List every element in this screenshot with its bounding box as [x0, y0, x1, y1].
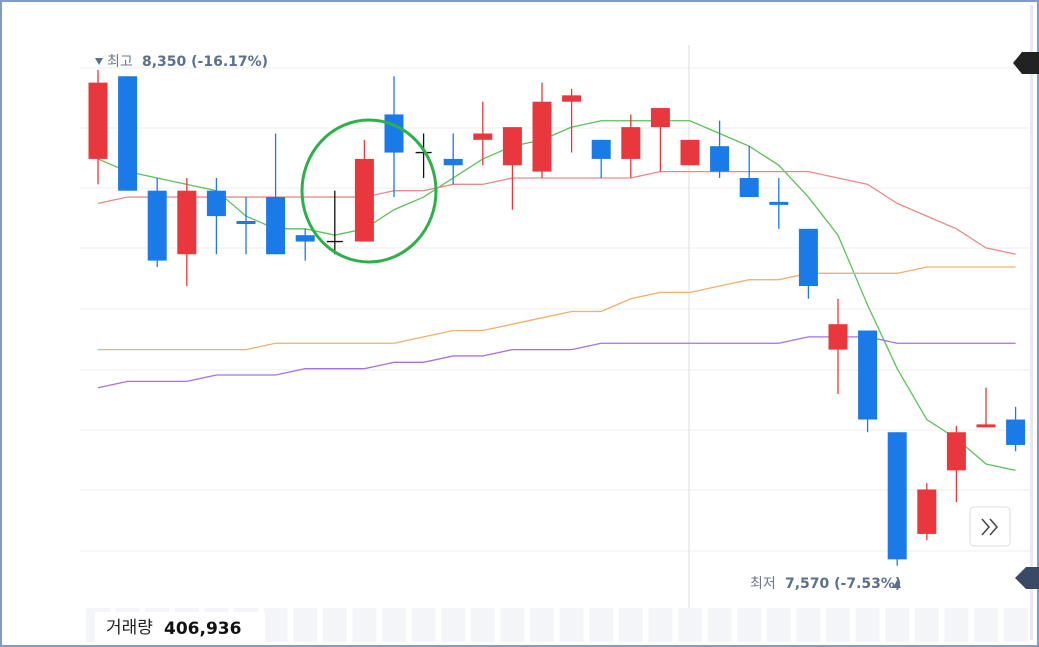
volume-slot [974, 608, 998, 642]
right-edge [1030, 5, 1033, 640]
candle-body [118, 76, 138, 191]
volume-slot [944, 608, 969, 642]
price-tag-top [1013, 52, 1039, 74]
candle-body [354, 158, 374, 242]
candle-body [887, 432, 907, 560]
volume-label: 거래량 [106, 618, 153, 638]
volume-slot [352, 608, 377, 642]
candle-body [858, 330, 878, 420]
candle-body [562, 95, 582, 102]
highlight-circle [300, 118, 438, 264]
candle-body [177, 190, 197, 255]
candle-body [828, 324, 848, 350]
scroll-button[interactable] [969, 506, 1011, 547]
candle-body [1006, 419, 1026, 445]
volume-slot [1003, 608, 1028, 642]
candle-body [917, 489, 937, 534]
candles [88, 69, 1026, 566]
candle-body [532, 101, 552, 172]
candle-body [739, 177, 759, 198]
volume-slot [648, 608, 673, 642]
candle-body [621, 127, 641, 159]
moving-average-line [97, 170, 1016, 255]
volume-slot [263, 608, 288, 642]
candle-body [680, 139, 700, 166]
volume-slot [382, 608, 406, 642]
volume-value: 406,936 [164, 619, 241, 639]
volume-slot [737, 608, 762, 642]
volume-slot [559, 608, 584, 642]
candle-body [473, 133, 493, 140]
candle-body [946, 432, 966, 471]
scroll-icon [981, 518, 998, 536]
moving-average-line [98, 266, 1016, 351]
max-arrow [95, 58, 103, 65]
candle-body [147, 190, 167, 261]
volume-slot [796, 608, 821, 642]
grid [80, 67, 1030, 552]
volume-slot [826, 608, 850, 642]
candle-body [502, 127, 522, 166]
volume-slot [766, 608, 791, 642]
candle-body [206, 190, 226, 217]
volume-slot [500, 608, 525, 642]
candle-body [295, 235, 315, 242]
min-arrow [893, 580, 901, 588]
min-label: 최저 [750, 576, 776, 592]
candle-body [650, 108, 670, 128]
volume-slot [530, 608, 554, 642]
candle-body [88, 82, 108, 159]
candle-body [798, 228, 818, 287]
volume-slot [678, 608, 702, 642]
volume-slot [914, 608, 939, 642]
moving-averages [97, 120, 1016, 472]
min-value: 7,570 (-7.53%) [785, 576, 901, 592]
volume-slot [293, 608, 318, 642]
candle-body [710, 146, 730, 172]
volume-slot [885, 608, 910, 642]
max-value: 8,350 (-16.17%) [142, 54, 268, 70]
price-tag-bottom [1015, 567, 1039, 589]
volume-slot [707, 608, 732, 642]
candle-body [266, 197, 286, 255]
volume-label-bg [95, 612, 265, 642]
volume-slot [855, 608, 880, 642]
candle-body [591, 139, 611, 159]
candle-body [443, 158, 463, 166]
volume-slot [322, 608, 347, 642]
volume-slot [618, 608, 643, 642]
max-label: 최고 [107, 54, 133, 70]
volume-slot [470, 608, 495, 642]
volume-slot [411, 608, 436, 642]
volume-slot [589, 608, 614, 642]
volume-slot [441, 608, 466, 642]
candle-body [384, 114, 404, 153]
moving-average-line [97, 120, 1016, 472]
